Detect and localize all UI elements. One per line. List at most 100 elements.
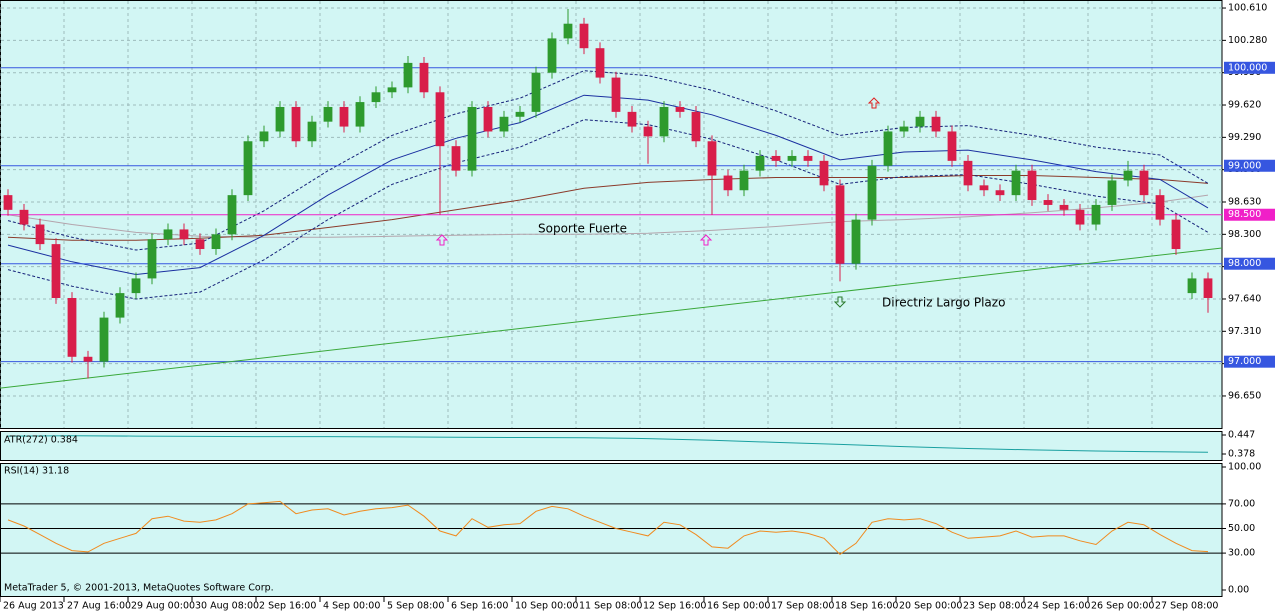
candle-body <box>675 106 685 112</box>
level-label-box <box>1224 61 1275 74</box>
x-tick-label: 29 Aug 00:00 <box>131 601 195 612</box>
candle-body <box>35 224 45 245</box>
y-tick-label: 97.640 <box>1228 293 1261 304</box>
indicator-line <box>7 500 1209 555</box>
y-tick-label: 98.630 <box>1228 196 1261 207</box>
x-tick-label: 2 Sep 16:00 <box>259 601 316 612</box>
candle-body <box>371 92 381 103</box>
candle-body <box>995 190 1005 196</box>
candle-body <box>659 106 669 137</box>
x-tick-label: 12 Sep 16:00 <box>643 601 706 612</box>
candle-body <box>883 131 893 166</box>
x-tick-label: 27 Sep 08:00 <box>1155 601 1218 612</box>
candle-body <box>1155 195 1165 220</box>
candle-body <box>771 155 781 161</box>
y-tick-label: 100.280 <box>1228 35 1267 46</box>
annotation: Soporte Fuerte <box>538 222 627 236</box>
candle-body <box>243 141 253 196</box>
candle-body <box>915 116 925 127</box>
candle-body <box>291 106 301 142</box>
x-tick-label: 11 Sep 08:00 <box>579 601 642 612</box>
x-tick-label: 6 Sep 16:00 <box>451 601 508 612</box>
x-tick-label: 20 Sep 00:00 <box>899 601 962 612</box>
level-label-box <box>1224 257 1275 270</box>
candle-body <box>1203 278 1213 299</box>
candle-body <box>179 229 189 240</box>
candle-body <box>739 170 749 191</box>
candle-body <box>851 219 861 264</box>
candle-body <box>963 160 973 186</box>
level-label: 97.000 <box>1228 356 1261 367</box>
candle-body <box>387 87 397 93</box>
y-tick-label: 98.300 <box>1228 229 1261 240</box>
y-tick-label: 0.378 <box>1228 448 1255 459</box>
candle-body <box>1123 170 1133 181</box>
candle-body <box>1139 170 1149 196</box>
candle-body <box>259 131 269 142</box>
level-label-box <box>1224 355 1275 368</box>
y-tick-label: 70.00 <box>1228 498 1255 509</box>
candle-body <box>691 111 701 142</box>
candle-body <box>51 244 61 299</box>
candle-body <box>323 106 333 122</box>
y-tick-label: 50.00 <box>1228 523 1255 534</box>
arrow-up <box>435 234 449 246</box>
candle-body <box>867 165 877 220</box>
candle-body <box>227 195 237 235</box>
footer: MetaTrader 5, © 2001-2013, MetaQuotes So… <box>4 583 274 594</box>
candle-body <box>339 106 349 127</box>
indicator-line <box>7 194 1209 238</box>
x-tick-label: 24 Sep 16:00 <box>1027 601 1090 612</box>
candle-body <box>803 155 813 161</box>
indicator-line <box>7 119 1209 300</box>
candle-body <box>707 141 717 176</box>
candle-body <box>451 146 461 171</box>
candle-body <box>147 239 157 279</box>
candle-body <box>899 126 909 132</box>
x-tick-label: 17 Sep 08:00 <box>771 601 834 612</box>
candle-body <box>1059 204 1069 210</box>
candle-body <box>1027 170 1037 201</box>
candle-body <box>643 126 653 137</box>
candle-body <box>1107 180 1117 205</box>
candle-body <box>435 92 445 147</box>
level-label: 100.000 <box>1228 62 1267 73</box>
candle-body <box>115 293 125 318</box>
arrow-up <box>699 234 713 246</box>
candle-body <box>1171 219 1181 250</box>
candle-body <box>515 111 525 117</box>
trend-line <box>0 247 1223 389</box>
x-tick-label: 5 Sep 08:00 <box>387 601 444 612</box>
candle-body <box>627 111 637 127</box>
y-tick-label: 100.00 <box>1228 461 1261 472</box>
candle-body <box>3 195 13 210</box>
candle-body <box>419 62 429 93</box>
x-tick-label: 26 Sep 00:00 <box>1091 601 1154 612</box>
candle-body <box>131 278 141 294</box>
atr-panel <box>0 431 1223 461</box>
candle-body <box>531 72 541 112</box>
x-tick-label: 27 Aug 16:00 <box>67 601 131 612</box>
candle-body <box>195 239 205 250</box>
x-tick-label: 30 Aug 08:00 <box>195 601 259 612</box>
candle-body <box>595 48 605 78</box>
x-tick-label: 10 Sep 00:00 <box>515 601 578 612</box>
candle-body <box>19 209 29 225</box>
y-tick-label: 99.290 <box>1228 132 1261 143</box>
y-tick-label: 0.00 <box>1228 585 1249 596</box>
y-tick-label: 100.610 <box>1228 3 1267 14</box>
candle-body <box>1011 170 1021 196</box>
annotation: Directriz Largo Plazo <box>882 296 1005 310</box>
y-tick-label: 96.650 <box>1228 390 1261 401</box>
x-tick-label: 26 Aug 2013 <box>3 601 64 612</box>
candle-body <box>67 298 77 357</box>
candle-body <box>579 23 589 49</box>
candle-body <box>275 106 285 132</box>
level-label: 98.000 <box>1228 258 1261 269</box>
candle-body <box>547 38 557 73</box>
x-tick-label: 16 Sep 00:00 <box>707 601 770 612</box>
candle-body <box>1187 278 1197 294</box>
candle-body <box>563 23 573 39</box>
